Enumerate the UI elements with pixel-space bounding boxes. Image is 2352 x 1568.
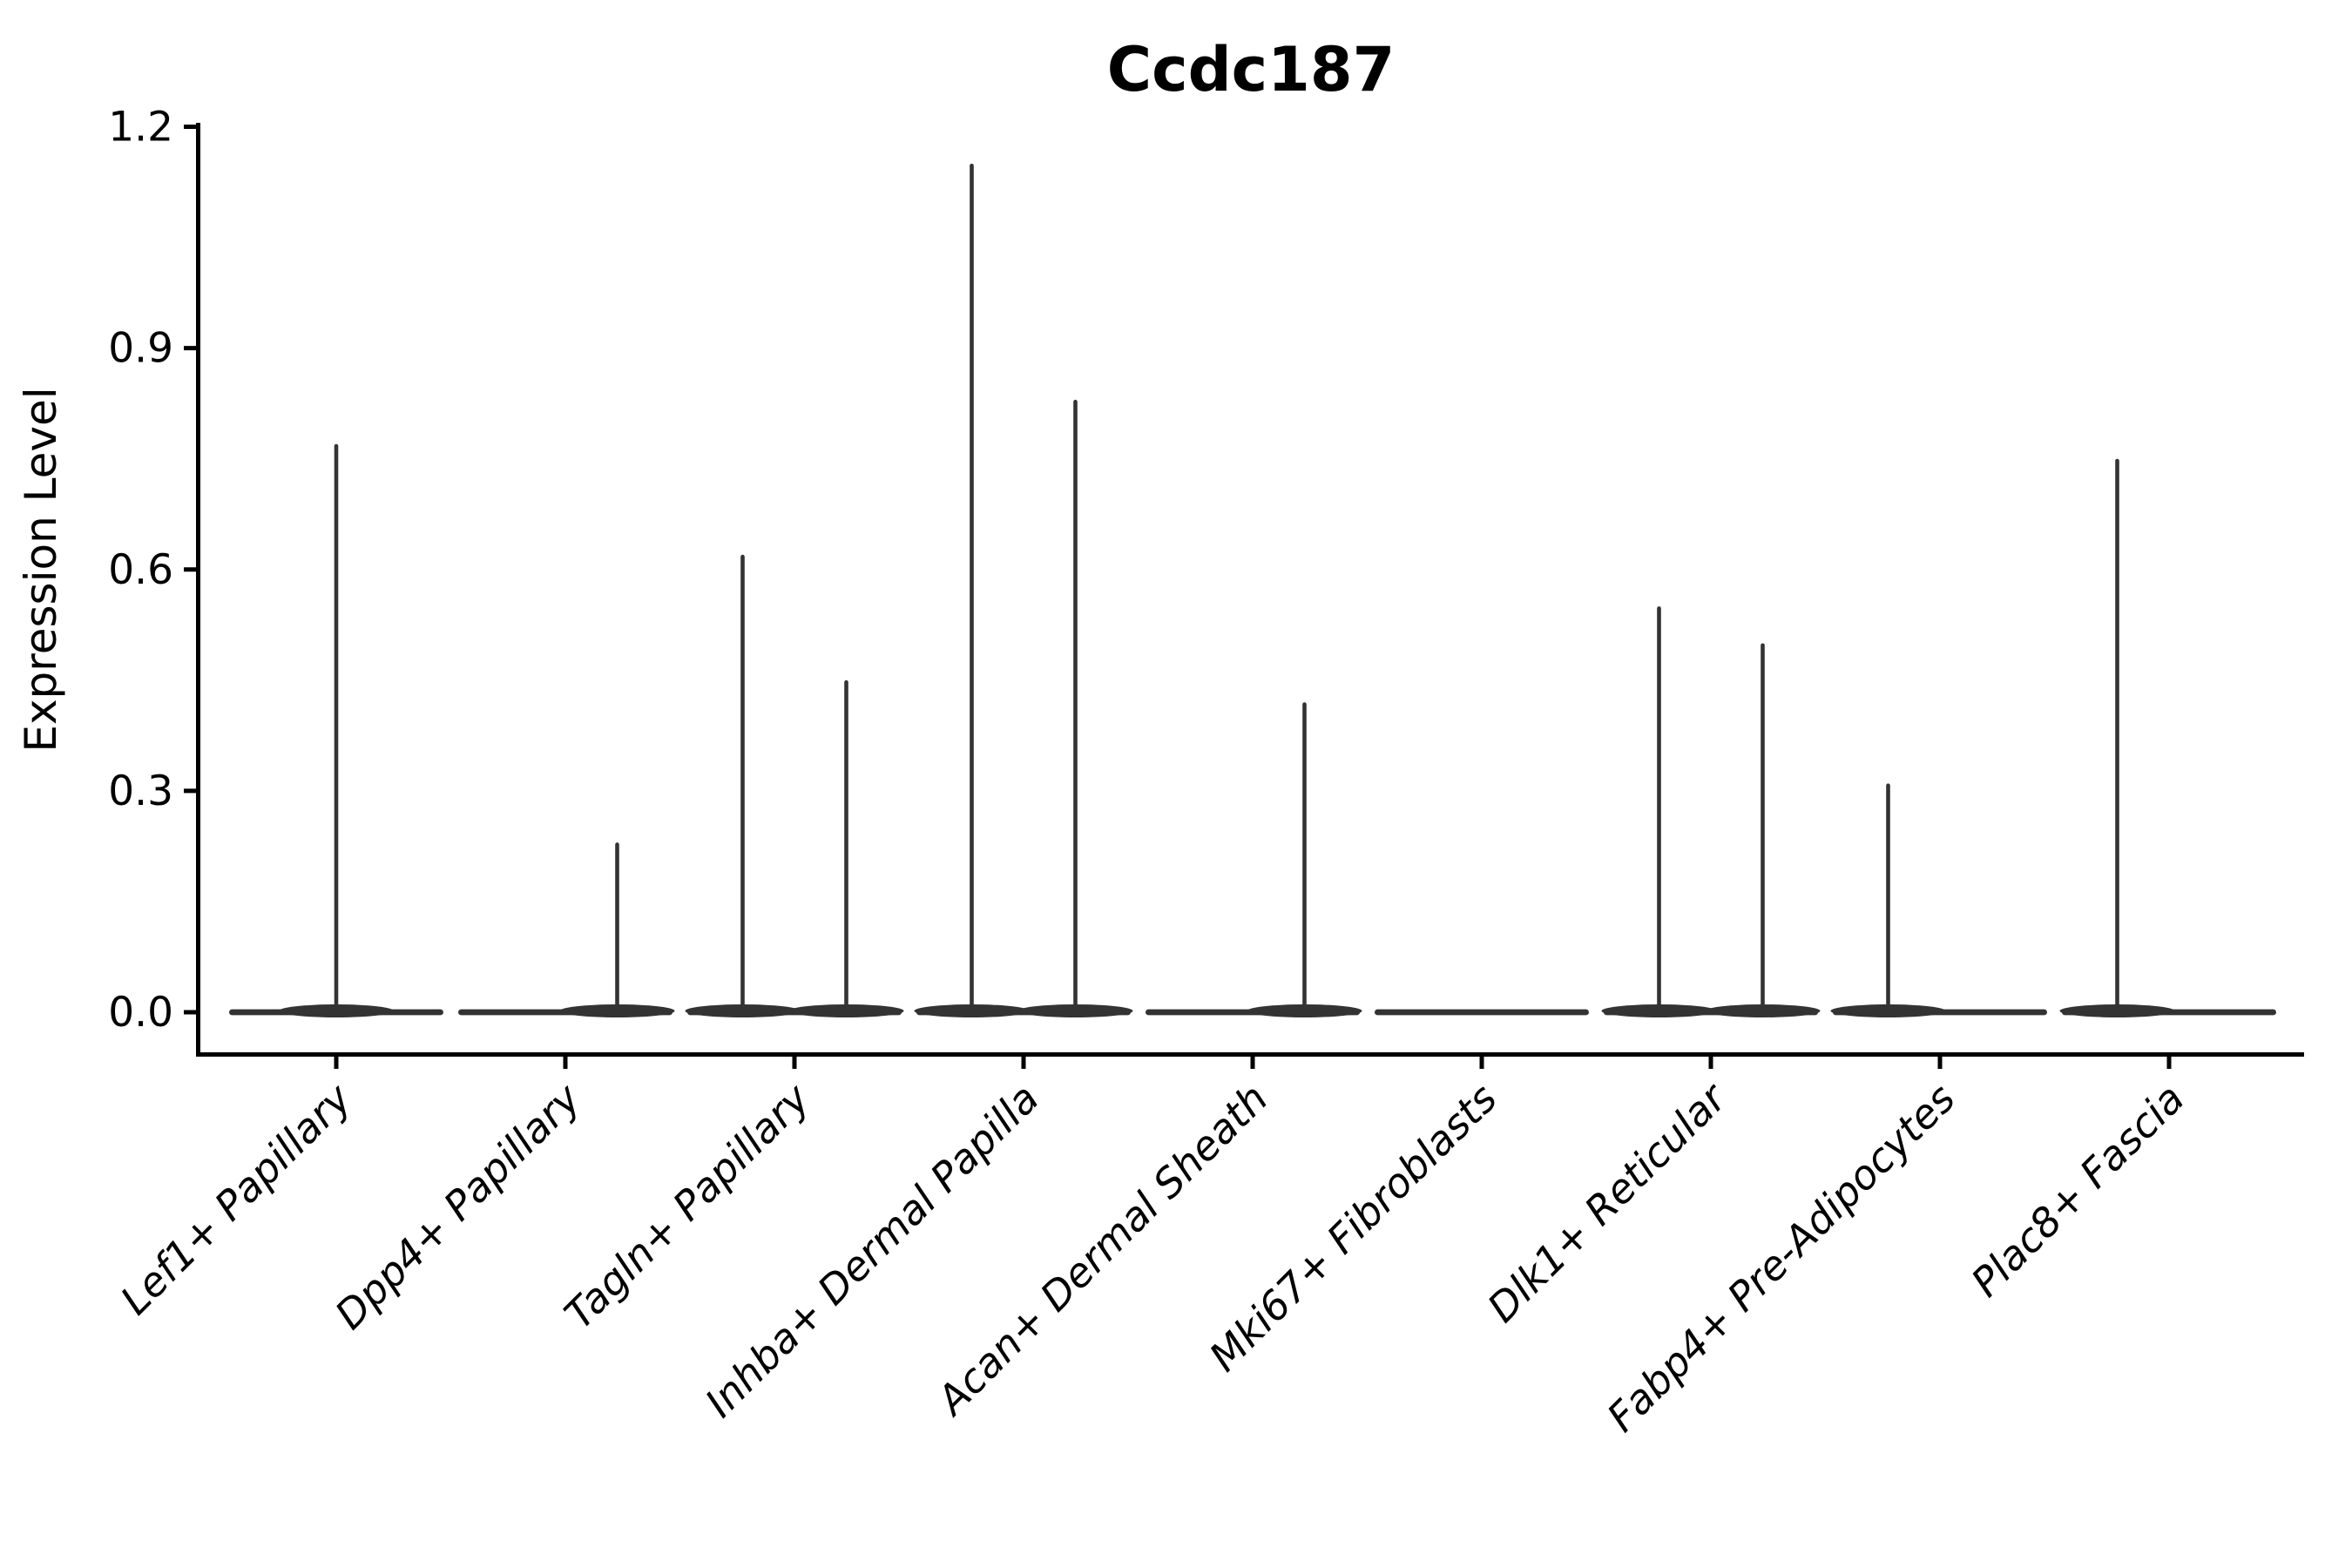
violin-density-spike — [970, 163, 974, 1010]
y-tick-label: 0.0 — [108, 989, 173, 1037]
violin-layer — [229, 163, 2276, 1017]
violin-density-spike — [844, 679, 848, 1010]
violin — [458, 842, 675, 1017]
violin-density-spike — [1886, 783, 1890, 1010]
violin — [1601, 606, 1821, 1017]
y-tick-label: 0.6 — [108, 546, 173, 594]
violin-base-swell — [1830, 1004, 1946, 1017]
violin — [229, 443, 443, 1017]
violin-base-swell — [1601, 1004, 1717, 1017]
violin-base-swell — [559, 1004, 675, 1017]
violin-base-swell — [1017, 1004, 1133, 1017]
violin-base-swell — [2059, 1004, 2175, 1017]
x-tick-label: Dpp4+ Papillary — [326, 1074, 590, 1338]
x-tick-label: Dlk1+ Reticular — [1478, 1072, 1737, 1331]
chart-title: Ccdc187 — [1107, 34, 1396, 105]
violin — [1830, 783, 2047, 1017]
violin — [2059, 458, 2276, 1017]
x-tick-label: Lef1+ Papillary — [112, 1074, 361, 1323]
x-tick-label: Plac8+ Fascia — [1962, 1075, 2193, 1306]
violin — [1375, 1009, 1589, 1016]
violin-base-swell — [914, 1004, 1030, 1017]
violin — [914, 163, 1133, 1017]
x-tick-label: Tagln+ Papillary — [555, 1074, 819, 1338]
violin — [685, 554, 904, 1017]
violin-density-spike — [334, 443, 339, 1010]
violin-density-spike — [2115, 458, 2119, 1010]
violin-base-swell — [685, 1004, 801, 1017]
violin-density-spike — [1302, 702, 1307, 1010]
violin-density-spike — [615, 842, 619, 1010]
violin-base-swell — [1705, 1004, 1821, 1017]
violin-density-spike — [1657, 606, 1661, 1010]
violin-baseline-strip — [1375, 1009, 1589, 1016]
violin-base-swell — [788, 1004, 904, 1017]
y-axis-title: Expression Level — [16, 387, 66, 752]
violin — [1146, 702, 1362, 1017]
violin-base-swell — [1247, 1004, 1362, 1017]
violin-density-spike — [1073, 399, 1078, 1011]
violin-density-spike — [1761, 643, 1765, 1010]
y-tick-label: 0.9 — [108, 325, 173, 373]
violin-base-swell — [279, 1004, 394, 1017]
y-tick-label: 1.2 — [108, 104, 173, 152]
y-tick-label: 0.3 — [108, 767, 173, 815]
violin-density-spike — [740, 554, 745, 1010]
